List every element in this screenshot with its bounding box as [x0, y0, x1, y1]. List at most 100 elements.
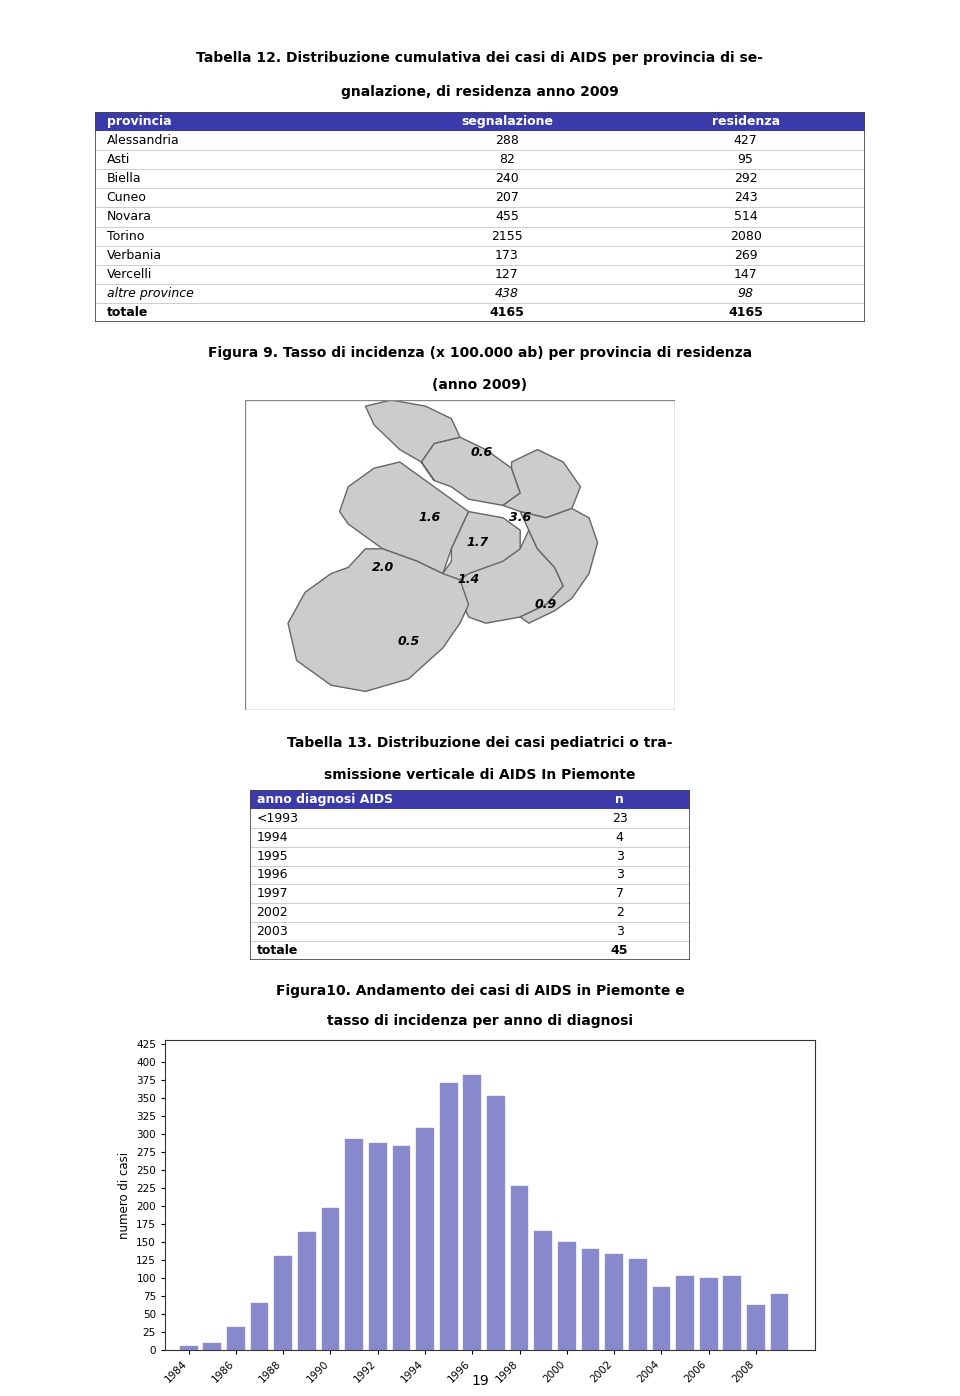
Text: 427: 427 [733, 134, 757, 147]
Bar [393, 1146, 410, 1350]
Polygon shape [434, 511, 520, 599]
Text: smissione verticale di AIDS In Piemonte: smissione verticale di AIDS In Piemonte [324, 768, 636, 782]
Text: totale: totale [107, 306, 148, 318]
Text: 0.5: 0.5 [397, 635, 420, 648]
Text: 438: 438 [495, 286, 519, 300]
Text: 82: 82 [499, 154, 515, 166]
Text: 514: 514 [733, 211, 757, 223]
Text: 455: 455 [495, 211, 519, 223]
Text: 3.6: 3.6 [509, 511, 531, 525]
Bar [250, 790, 690, 808]
Text: 243: 243 [733, 191, 757, 204]
Polygon shape [520, 508, 597, 623]
Bar [629, 1259, 647, 1350]
Bar [558, 1242, 576, 1350]
Text: 3: 3 [615, 926, 624, 938]
Text: segnalazione: segnalazione [461, 114, 553, 128]
Bar [346, 1139, 363, 1350]
Bar [747, 1305, 765, 1350]
Text: 0.6: 0.6 [470, 447, 492, 459]
Text: 2002: 2002 [256, 906, 288, 920]
Text: 127: 127 [495, 268, 518, 281]
Y-axis label: numero di casi: numero di casi [117, 1152, 131, 1238]
Text: 3: 3 [615, 850, 624, 863]
Text: 3: 3 [615, 868, 624, 881]
Text: 0.9: 0.9 [535, 597, 557, 611]
Text: 23: 23 [612, 812, 628, 825]
Polygon shape [460, 530, 564, 623]
Text: residenza: residenza [711, 114, 780, 128]
Text: 207: 207 [495, 191, 519, 204]
Bar [771, 1294, 788, 1350]
Text: 2080: 2080 [730, 229, 761, 243]
Text: 2: 2 [615, 906, 624, 920]
Bar [724, 1276, 741, 1350]
Bar [464, 1075, 481, 1350]
Bar [251, 1302, 269, 1350]
Text: Novara: Novara [107, 211, 152, 223]
Text: 98: 98 [737, 286, 754, 300]
Text: Cuneo: Cuneo [107, 191, 147, 204]
Text: anno diagnosi AIDS: anno diagnosi AIDS [256, 793, 393, 805]
Text: Tabella 13. Distribuzione dei casi pediatrici o tra-: Tabella 13. Distribuzione dei casi pedia… [287, 736, 673, 750]
Text: 1.6: 1.6 [419, 511, 441, 525]
Bar [676, 1276, 694, 1350]
Text: altre province: altre province [107, 286, 193, 300]
Text: tasso di incidenza per anno di diagnosi: tasso di incidenza per anno di diagnosi [327, 1013, 633, 1027]
Bar [369, 1143, 387, 1350]
Text: n: n [615, 793, 624, 805]
Text: 1.7: 1.7 [466, 536, 489, 549]
Text: (anno 2009): (anno 2009) [432, 378, 528, 392]
Text: 240: 240 [495, 172, 518, 186]
Text: Vercelli: Vercelli [107, 268, 152, 281]
Text: 19: 19 [471, 1374, 489, 1388]
Bar [204, 1343, 221, 1350]
Text: Torino: Torino [107, 229, 144, 243]
Bar [511, 1185, 528, 1350]
Text: Alessandria: Alessandria [107, 134, 180, 147]
Bar [322, 1208, 339, 1350]
Bar [605, 1254, 623, 1350]
Bar [535, 1231, 552, 1350]
Text: Biella: Biella [107, 172, 141, 186]
Text: totale: totale [256, 944, 298, 958]
Text: gnalazione, di residenza anno 2009: gnalazione, di residenza anno 2009 [341, 85, 619, 99]
Text: 2.0: 2.0 [372, 561, 394, 574]
Text: Asti: Asti [107, 154, 130, 166]
Text: 2155: 2155 [492, 229, 523, 243]
Bar [228, 1328, 245, 1350]
Text: 1995: 1995 [256, 850, 288, 863]
Text: Figura10. Andamento dei casi di AIDS in Piemonte e: Figura10. Andamento dei casi di AIDS in … [276, 984, 684, 998]
Polygon shape [340, 462, 468, 574]
Text: 4165: 4165 [729, 306, 763, 318]
Text: 173: 173 [495, 248, 518, 261]
Polygon shape [366, 401, 460, 480]
Text: 292: 292 [733, 172, 757, 186]
Polygon shape [503, 450, 581, 518]
Bar [180, 1346, 198, 1350]
Polygon shape [421, 437, 520, 505]
Text: 1.4: 1.4 [458, 574, 480, 586]
Text: 7: 7 [615, 888, 624, 900]
Bar [416, 1128, 434, 1350]
Bar [487, 1096, 505, 1350]
Bar [440, 1083, 458, 1350]
Text: 1994: 1994 [256, 831, 288, 843]
Text: 4: 4 [615, 831, 624, 843]
Text: 1996: 1996 [256, 868, 288, 881]
Text: provincia: provincia [107, 114, 171, 128]
Text: 269: 269 [733, 248, 757, 261]
Polygon shape [288, 549, 468, 691]
Bar [700, 1277, 717, 1350]
Text: 95: 95 [737, 154, 754, 166]
Text: <1993: <1993 [256, 812, 299, 825]
Text: 1997: 1997 [256, 888, 288, 900]
Bar [582, 1249, 599, 1350]
Bar [275, 1256, 292, 1350]
Text: Tabella 12. Distribuzione cumulativa dei casi di AIDS per provincia di se-: Tabella 12. Distribuzione cumulativa dei… [197, 52, 763, 66]
Bar [95, 112, 865, 131]
Text: Figura 9. Tasso di incidenza (x 100.000 ab) per provincia di residenza: Figura 9. Tasso di incidenza (x 100.000 … [208, 346, 752, 360]
Text: 2003: 2003 [256, 926, 288, 938]
Bar [298, 1233, 316, 1350]
Text: 288: 288 [495, 134, 519, 147]
